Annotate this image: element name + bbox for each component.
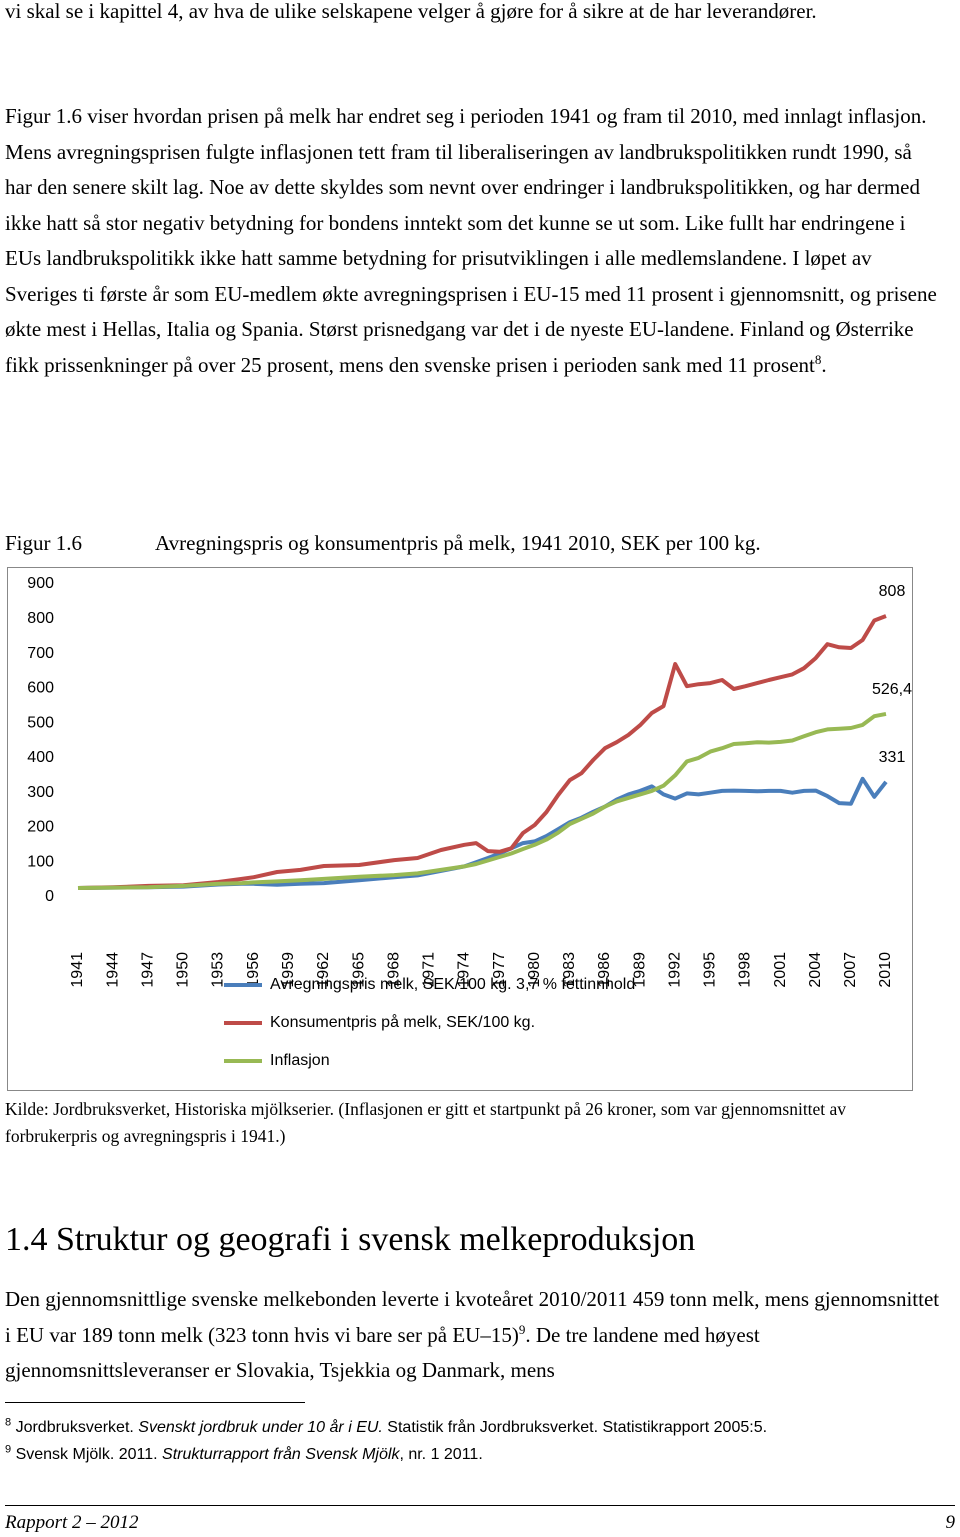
footnote-ref: 9 (518, 1321, 526, 1337)
y-tick-label: 800 (27, 610, 54, 627)
x-tick-label: 2007 (842, 952, 859, 988)
footnote-ref: 8 (814, 351, 822, 367)
paragraph-text: Figur 1.6 viser hvordan prisen på melk h… (5, 104, 937, 377)
x-tick-label: 1989 (631, 952, 648, 988)
series-line (77, 776, 888, 890)
figure-source: Kilde: Jordbruksverket, Historiska mjölk… (5, 1099, 847, 1146)
x-tick-label: 1998 (737, 952, 754, 988)
end-label: 526,4 (872, 681, 912, 698)
x-tick-label: 1980 (526, 952, 543, 988)
footnote-text: Jordbruksverket. (15, 1419, 139, 1436)
page-number: 9 (945, 1512, 956, 1533)
x-tick-label: 1962 (315, 952, 332, 988)
legend-label: Konsumentpris på melk, SEK/100 kg. (270, 1013, 535, 1031)
y-tick-label: 400 (27, 749, 54, 766)
y-tick-label: 500 (27, 714, 54, 731)
x-tick-label: 1974 (456, 952, 473, 988)
x-tick-label: 1941 (69, 952, 86, 988)
x-tick-label: 1983 (561, 952, 578, 988)
paragraph: Figur 1.6 viser hvordan prisen på melk h… (5, 99, 940, 383)
end-label: 808 (879, 583, 906, 600)
x-tick-label: 2010 (877, 952, 894, 988)
footnote-number: 8 (5, 1416, 12, 1429)
series-line (77, 711, 887, 890)
y-tick-label: 600 (27, 680, 54, 697)
y-tick-label: 700 (27, 645, 54, 662)
series-line (77, 614, 887, 890)
y-tick-label: 0 (45, 888, 54, 905)
footnote-text: Statistik från Jordbruksverket. Statisti… (382, 1419, 768, 1436)
x-tick-label: 2004 (807, 952, 824, 988)
footnote: 9 Svensk Mjölk. 2011. Strukturrapport fr… (5, 1441, 483, 1468)
x-tick-label: 1986 (596, 952, 613, 988)
footnote-text: , nr. 1 2011. (399, 1446, 483, 1463)
footnote-number: 9 (5, 1443, 12, 1456)
footer-rule (5, 1505, 955, 1506)
footnote-rule (5, 1402, 305, 1403)
x-tick-label: 1971 (421, 952, 438, 988)
section-heading: 1.4 Struktur og geografi i svensk melkep… (5, 1221, 696, 1258)
paragraph-end: . De tre landene med høyest gjennomsnitt… (5, 1322, 760, 1383)
x-tick-label: 1956 (245, 952, 262, 988)
footnote-text: Svensk Mjölk. 2011. (15, 1446, 163, 1463)
chart-frame (7, 567, 913, 1091)
y-tick-label: 300 (27, 784, 54, 801)
x-tick-label: 1944 (104, 952, 121, 988)
legend-label: Inflasjon (270, 1052, 330, 1069)
figure-label: Figur 1.6 (5, 531, 83, 555)
section-paragraph: Den gjennomsnittlige svenske melkebonden… (5, 1282, 940, 1389)
x-tick-label: 1965 (350, 952, 367, 988)
x-tick-label: 1992 (666, 952, 683, 988)
footer-title: Rapport 2 – 2012 (5, 1512, 139, 1533)
x-tick-label: 1947 (139, 952, 156, 988)
y-tick-label: 200 (27, 819, 54, 836)
x-tick-label: 1968 (385, 952, 402, 988)
x-tick-label: 1953 (210, 952, 227, 988)
chart-title: Avregningspris og konsumentpris på melk,… (155, 531, 761, 555)
y-tick-label: 900 (27, 575, 54, 592)
footnote-title: Strukturrapport från Svensk Mjölk (162, 1446, 400, 1463)
intro-paragraph: vi skal se i kapittel 4, av hva de ulike… (5, 0, 817, 23)
x-tick-label: 1995 (702, 952, 719, 988)
paragraph-text: Den gjennomsnittlige svenske melkebonden… (5, 1287, 940, 1347)
footnote-title: Svenskt jordbruk under 10 år i EU. (138, 1419, 383, 1436)
footnote: 8 Jordbruksverket. Svenskt jordbruk unde… (5, 1414, 767, 1441)
end-label: 331 (879, 749, 906, 766)
legend-label: Avregningspris melk, SEK/100 kg. 3,7 % f… (270, 976, 635, 993)
x-tick-label: 2001 (772, 952, 789, 988)
x-tick-label: 1977 (491, 952, 508, 988)
paragraph-end: . (821, 352, 827, 377)
y-tick-label: 100 (27, 853, 54, 870)
x-tick-label: 1959 (280, 952, 297, 988)
x-tick-label: 1950 (175, 952, 192, 988)
